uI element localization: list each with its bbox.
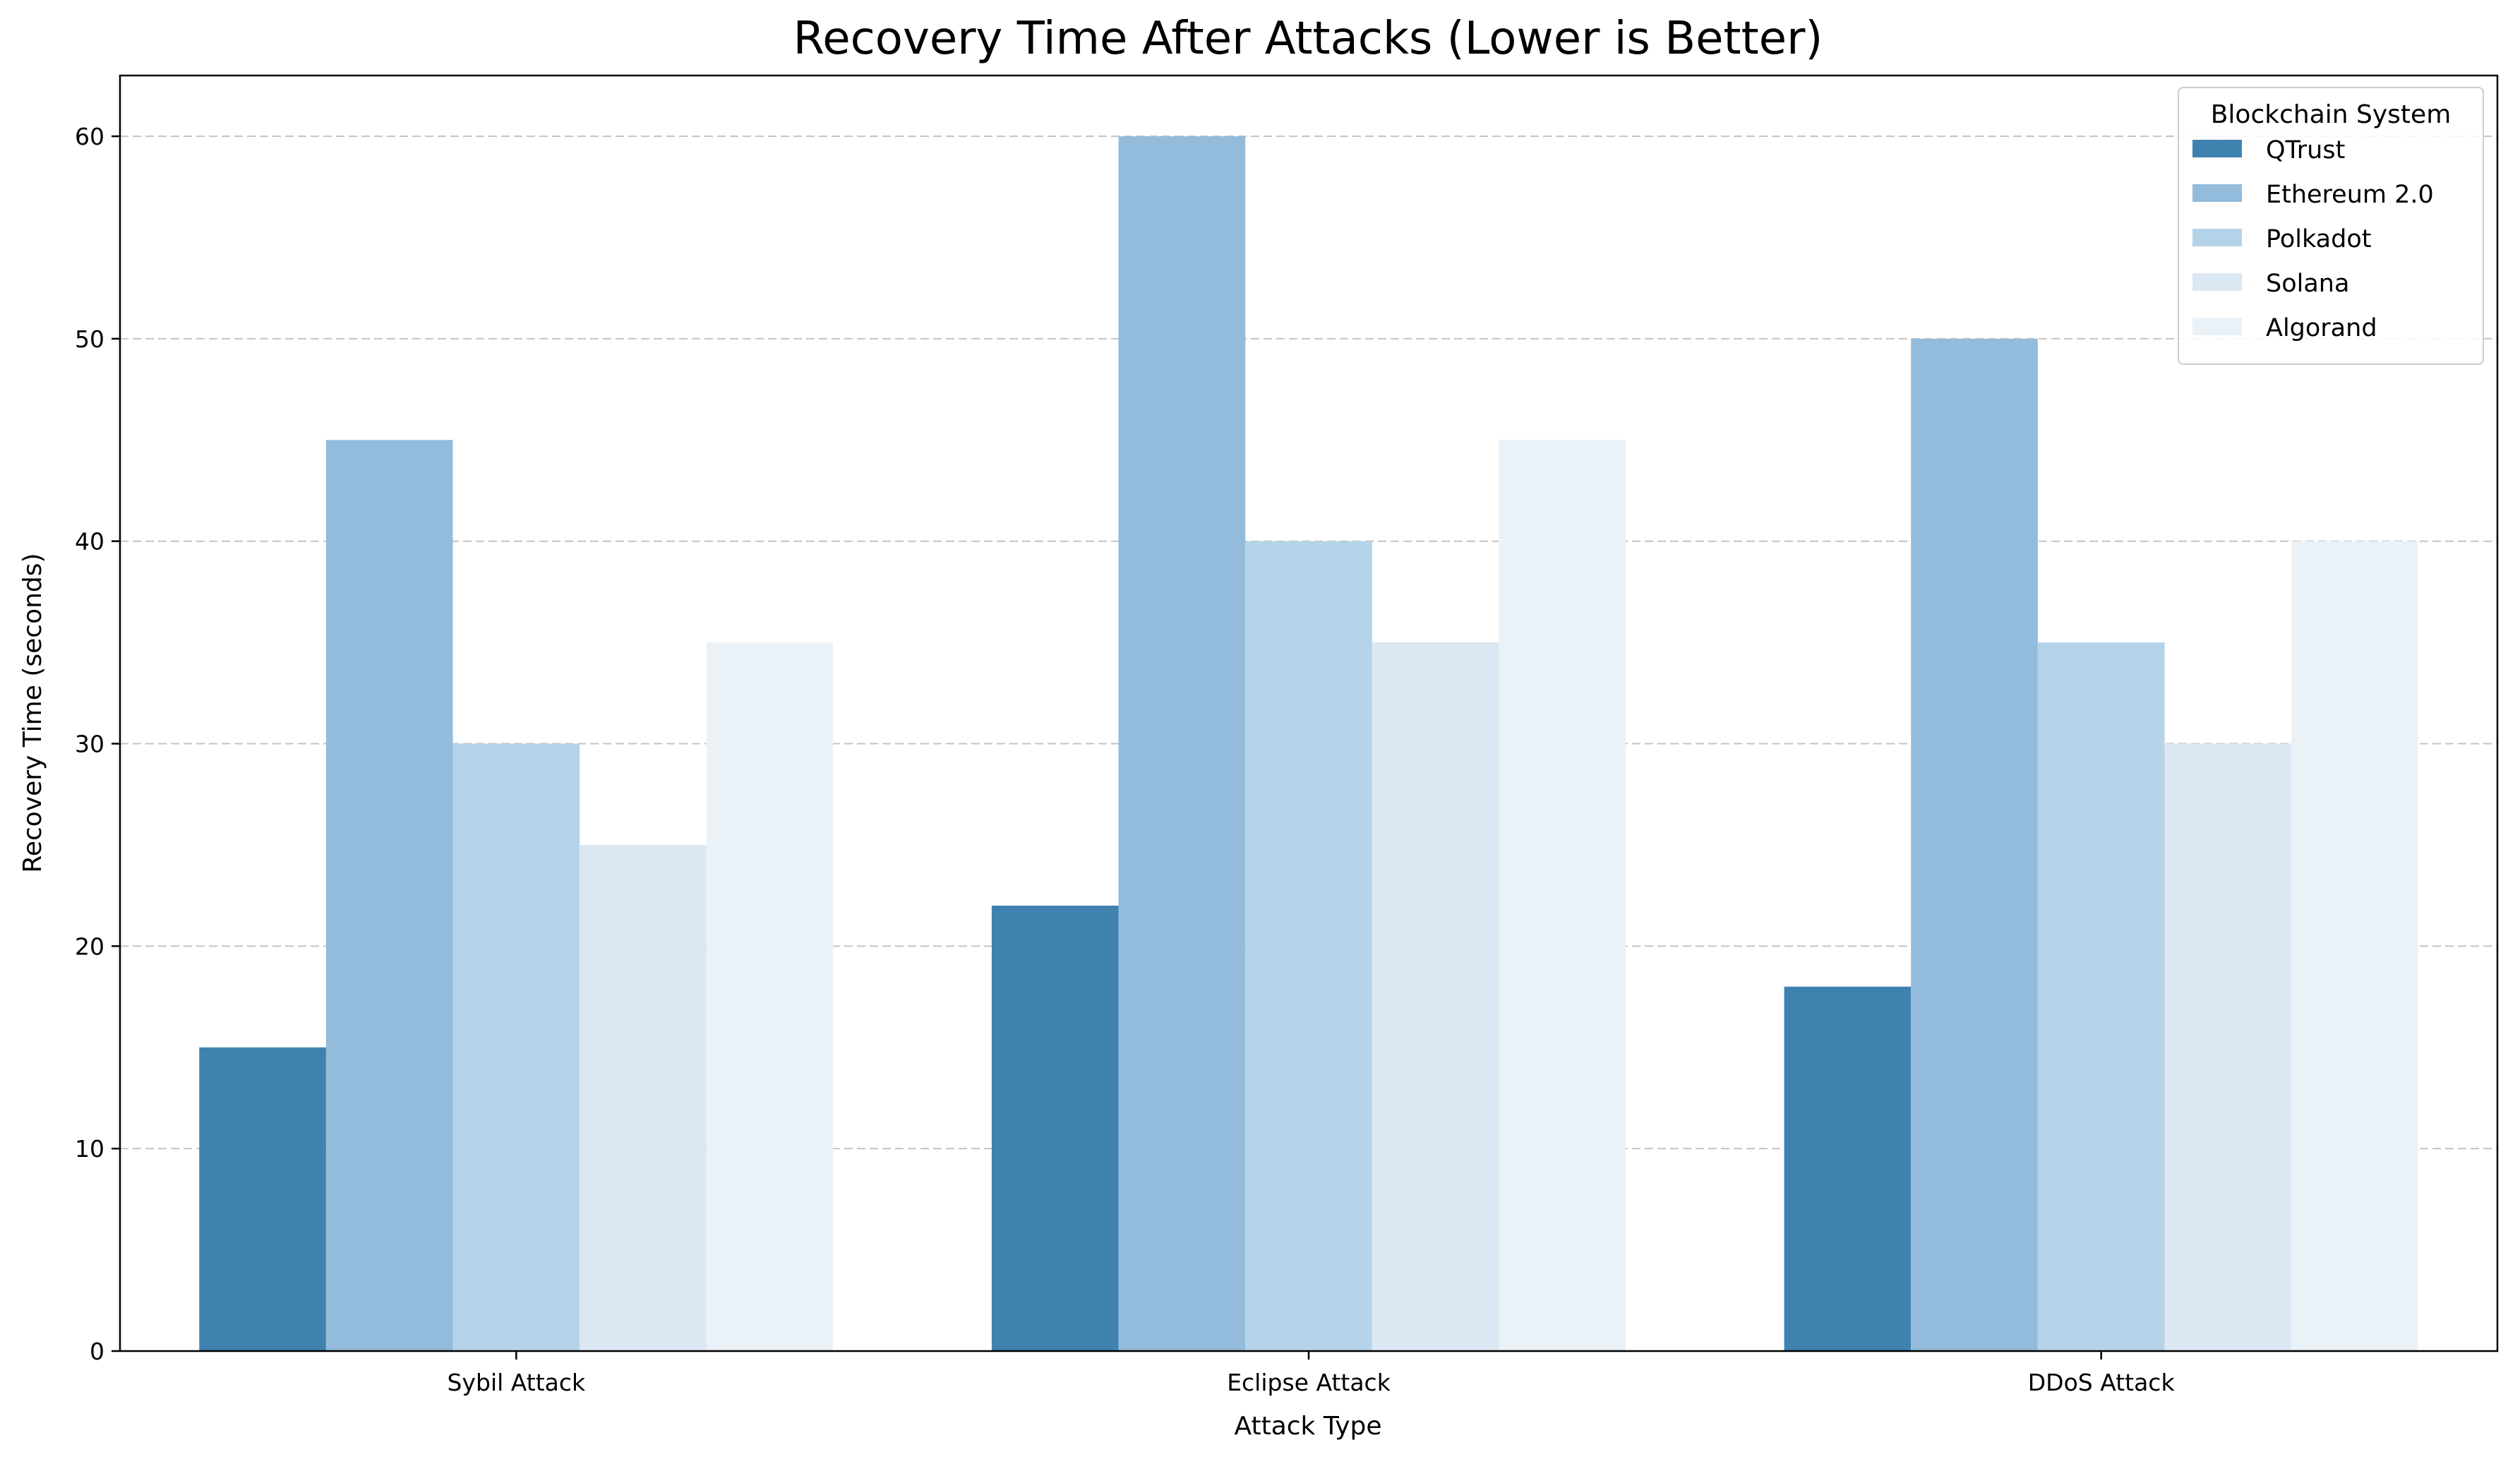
legend-label: Ethereum 2.0 xyxy=(2266,181,2434,209)
bar-qtrust-0 xyxy=(199,1047,326,1351)
bar-ethereum-2-0-1 xyxy=(1118,136,1246,1352)
legend: Blockchain System QTrust Ethereum 2.0 Polk… xyxy=(2178,87,2484,365)
bar-solana-0 xyxy=(580,844,707,1351)
legend-swatch xyxy=(2192,184,2242,202)
legend-swatch xyxy=(2192,318,2242,335)
y-tick-label: 50 xyxy=(75,325,104,353)
bar-qtrust-2 xyxy=(1784,986,1912,1351)
legend-label: Polkadot xyxy=(2266,225,2371,253)
legend-label: QTrust xyxy=(2266,136,2345,164)
chart-title: Recovery Time After Attacks (Lower is Be… xyxy=(793,13,1823,65)
bar-polkadot-0 xyxy=(452,743,580,1351)
bar-solana-2 xyxy=(2164,743,2292,1351)
y-tick-label: 60 xyxy=(75,123,104,150)
bar-algorand-0 xyxy=(706,642,834,1351)
bar-polkadot-1 xyxy=(1245,541,1372,1351)
y-tick-label: 0 xyxy=(90,1338,104,1365)
y-axis-label: Recovery Time (seconds) xyxy=(18,553,47,872)
bar-ethereum-2-0-2 xyxy=(1911,338,2038,1351)
legend-label: Algorand xyxy=(2266,314,2377,342)
bar-algorand-2 xyxy=(2291,541,2418,1351)
legend-frame xyxy=(2178,87,2484,365)
legend-title: Blockchain System xyxy=(2211,100,2452,129)
y-tick-label: 10 xyxy=(75,1135,104,1163)
bar-ethereum-2-0-0 xyxy=(325,440,453,1352)
x-tick-label: Eclipse Attack xyxy=(1227,1369,1391,1396)
x-axis-label: Attack Type xyxy=(1234,1412,1381,1441)
y-tick-label: 30 xyxy=(75,731,104,758)
y-axis-ticks: 0 10 20 30 40 50 60 xyxy=(75,123,120,1365)
legend-swatch xyxy=(2192,273,2242,291)
bar-solana-1 xyxy=(1372,642,1499,1351)
bars xyxy=(199,136,2418,1352)
legend-items: QTrust Ethereum 2.0 Polkadot Solana Algorand xyxy=(2192,136,2434,342)
x-tick-label: Sybil Attack xyxy=(448,1369,586,1396)
legend-swatch xyxy=(2192,229,2242,246)
legend-label: Solana xyxy=(2266,270,2349,298)
x-axis-ticks: Sybil Attack Eclipse Attack DDoS Attack xyxy=(448,1351,2176,1396)
bar-algorand-1 xyxy=(1499,440,1626,1352)
y-tick-label: 20 xyxy=(75,932,104,960)
legend-swatch xyxy=(2192,140,2242,157)
y-tick-label: 40 xyxy=(75,528,104,556)
bar-polkadot-2 xyxy=(2037,642,2165,1351)
bar-qtrust-1 xyxy=(991,905,1119,1351)
x-tick-label: DDoS Attack xyxy=(2028,1369,2176,1396)
